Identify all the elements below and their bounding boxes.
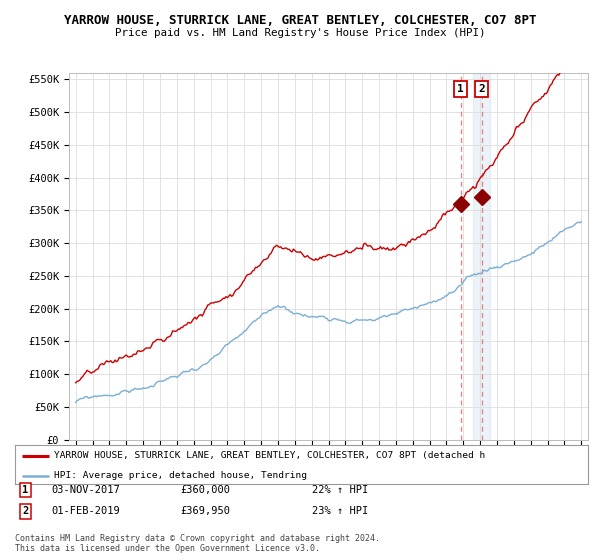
Text: 1: 1 (22, 485, 28, 495)
Text: 2: 2 (22, 506, 28, 516)
Bar (473, 73, 490, 440)
Text: £369,950: £369,950 (180, 506, 230, 516)
Text: HPI: Average price, detached house, Tendring: HPI: Average price, detached house, Tend… (54, 472, 307, 480)
Text: £360,000: £360,000 (180, 485, 230, 495)
Text: 1: 1 (457, 84, 464, 94)
Text: 03-NOV-2017: 03-NOV-2017 (51, 485, 120, 495)
Text: YARROW HOUSE, STURRICK LANE, GREAT BENTLEY, COLCHESTER, CO7 8PT: YARROW HOUSE, STURRICK LANE, GREAT BENTL… (64, 14, 536, 27)
Text: 01-FEB-2019: 01-FEB-2019 (51, 506, 120, 516)
Text: 2: 2 (478, 84, 485, 94)
Text: 22% ↑ HPI: 22% ↑ HPI (312, 485, 368, 495)
Text: 23% ↑ HPI: 23% ↑ HPI (312, 506, 368, 516)
Text: YARROW HOUSE, STURRICK LANE, GREAT BENTLEY, COLCHESTER, CO7 8PT (detached h: YARROW HOUSE, STURRICK LANE, GREAT BENTL… (54, 451, 485, 460)
Text: Price paid vs. HM Land Registry's House Price Index (HPI): Price paid vs. HM Land Registry's House … (115, 28, 485, 38)
Text: Contains HM Land Registry data © Crown copyright and database right 2024.
This d: Contains HM Land Registry data © Crown c… (15, 534, 380, 553)
